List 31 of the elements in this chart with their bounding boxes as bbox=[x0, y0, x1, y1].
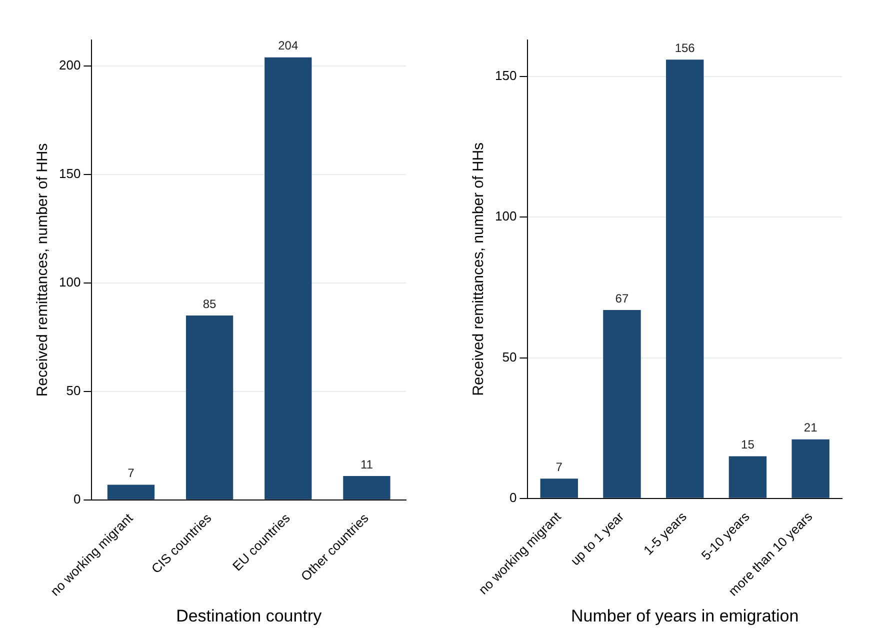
y-tick-label: 150 bbox=[494, 68, 517, 84]
y-tick-label: 200 bbox=[58, 58, 81, 73]
bar bbox=[728, 456, 767, 498]
bar bbox=[666, 60, 704, 498]
y-tick-label: 50 bbox=[502, 349, 517, 364]
y-tick-label: 0 bbox=[509, 490, 517, 505]
y-tick-label: 50 bbox=[66, 383, 81, 398]
data-label: 15 bbox=[741, 438, 755, 452]
data-label: 85 bbox=[202, 296, 217, 311]
data-label: 7 bbox=[128, 466, 135, 480]
bar bbox=[792, 439, 830, 498]
y-axis-title: Received remittances, number of HHs bbox=[470, 142, 488, 396]
bar bbox=[107, 484, 155, 500]
bar bbox=[186, 316, 234, 500]
y-tick-label: 0 bbox=[73, 491, 81, 506]
y-tick-label: 100 bbox=[494, 208, 517, 224]
bar bbox=[264, 57, 312, 500]
data-label: 11 bbox=[360, 457, 374, 472]
x-axis-title: Number of years in emigration bbox=[570, 606, 799, 626]
y-axis-title: Received remittances, number of HHs bbox=[34, 143, 52, 397]
bar bbox=[603, 310, 641, 498]
data-label: 7 bbox=[556, 460, 563, 474]
x-axis-title: Destination country bbox=[176, 606, 322, 626]
data-label: 21 bbox=[804, 420, 818, 435]
y-tick-label: 150 bbox=[58, 166, 81, 182]
bar bbox=[343, 476, 390, 500]
data-label: 204 bbox=[278, 38, 298, 53]
y-tick-label: 100 bbox=[58, 274, 81, 290]
data-label: 67 bbox=[615, 291, 629, 306]
bar bbox=[540, 478, 578, 498]
data-label: 156 bbox=[674, 40, 696, 55]
